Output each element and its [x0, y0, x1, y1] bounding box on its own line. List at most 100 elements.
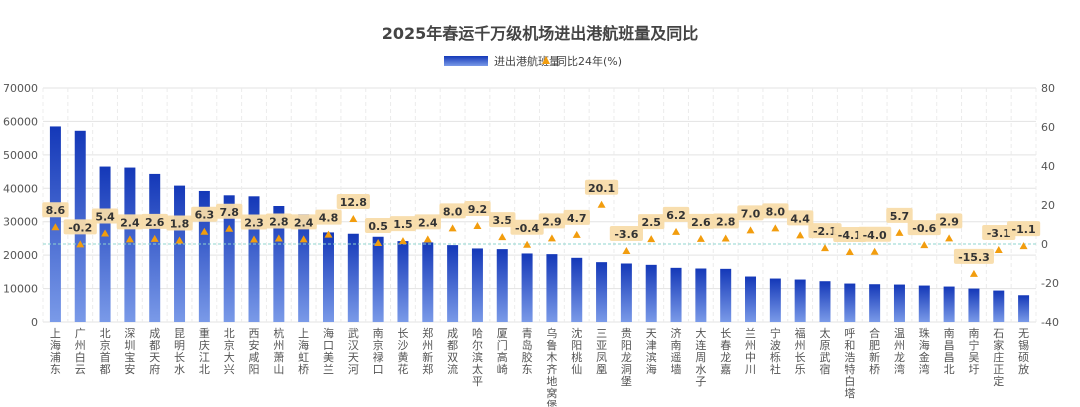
data-label: -0.6	[912, 222, 936, 235]
yoy-marker	[721, 234, 730, 242]
yoy-marker	[895, 228, 904, 236]
yoy-marker	[523, 240, 532, 248]
legend-bar-label: 进出港航班量	[494, 54, 560, 68]
left-axis-tick: 20000	[3, 249, 38, 262]
category-label: 珠海金湾	[919, 326, 930, 376]
yoy-marker	[274, 234, 283, 242]
data-label: 7.8	[219, 206, 239, 219]
category-label: 杭州萧山	[273, 326, 284, 376]
category-label: 济南遥墙	[671, 326, 682, 376]
yoy-marker	[498, 233, 507, 241]
data-label: 2.9	[542, 215, 562, 228]
data-label: -4.1	[838, 229, 862, 242]
bar	[372, 236, 384, 322]
yoy-marker	[51, 223, 60, 231]
data-label: -0.4	[515, 222, 539, 235]
right-axis-tick: 60	[1041, 121, 1055, 134]
data-label-bg	[786, 210, 814, 226]
bar	[720, 268, 732, 322]
category-label: 天津滨海	[646, 327, 657, 376]
left-axis: 0 10000 20000 30000 40000 50000 60000 70000	[3, 82, 38, 329]
right-axis-tick: 80	[1041, 82, 1055, 95]
data-label-bg	[336, 194, 370, 210]
category-label: 长沙黄花	[397, 327, 408, 376]
data-label: -1.1	[1012, 223, 1036, 236]
data-label: 5.4	[95, 210, 115, 223]
bar	[124, 167, 136, 322]
data-label-bg	[141, 213, 168, 229]
data-label-bg	[737, 205, 764, 221]
data-label-bg	[662, 206, 690, 222]
data-label: 3.5	[493, 214, 513, 227]
category-label: 上海浦东	[50, 327, 61, 376]
legend-marker-swatch	[542, 56, 550, 64]
data-label-bg	[166, 215, 193, 231]
yoy-marker	[994, 246, 1003, 254]
data-label-bg	[191, 206, 218, 222]
bar	[496, 249, 508, 322]
data-label-bg	[315, 209, 342, 225]
yoy-marker	[125, 235, 134, 243]
right-axis: -40 -20 0 20 40 60 80	[1041, 82, 1059, 329]
category-label: 重庆江北	[199, 326, 210, 376]
bar	[471, 248, 483, 322]
data-label: 2.4	[294, 216, 314, 229]
category-label: 青岛胶东	[522, 327, 533, 376]
category-label: 沈阳桃仙	[571, 326, 582, 376]
bar	[819, 281, 831, 322]
data-label-bg	[858, 226, 892, 242]
data-label-bg	[953, 248, 994, 264]
data-label-bg	[907, 220, 941, 236]
data-label-bg	[538, 213, 566, 229]
category-label: 乌鲁木齐地窝堡	[546, 326, 557, 407]
bar	[174, 185, 186, 322]
chart-title: 2025年春运千万级机场进出港航班量及同比	[382, 24, 699, 43]
data-label-bg	[265, 213, 293, 229]
data-label-bg	[762, 203, 789, 219]
data-label: 5.7	[890, 210, 910, 223]
data-label-bg	[935, 213, 963, 229]
legend-bar-swatch	[444, 56, 488, 66]
data-label: 4.8	[319, 212, 339, 225]
bar	[943, 286, 955, 322]
category-label: 西安咸阳	[249, 327, 260, 376]
bar	[596, 262, 608, 322]
yoy-marker	[374, 239, 383, 247]
bar	[347, 233, 359, 322]
category-label: 三亚凤凰	[596, 327, 607, 376]
category-label: 北京大兴	[224, 327, 235, 376]
data-label: -0.2	[68, 221, 92, 234]
category-label: 大连周水子	[695, 326, 706, 388]
data-label-bg	[886, 207, 913, 223]
yoy-marker	[870, 247, 879, 255]
yoy-marker	[796, 231, 805, 239]
category-label: 郑州新郑	[422, 326, 433, 376]
data-label: 0.5	[368, 220, 388, 233]
bar	[670, 267, 682, 322]
data-label: -15.3	[958, 251, 990, 264]
bar	[571, 257, 583, 322]
gridlines	[42, 87, 1037, 323]
data-label: -4.0	[863, 229, 887, 242]
data-label-bg	[489, 212, 516, 228]
category-label: 温州龙湾	[894, 327, 905, 376]
data-label: 2.8	[716, 216, 736, 229]
bar	[968, 288, 980, 322]
right-axis-tick: -20	[1041, 277, 1059, 290]
yoy-marker	[175, 236, 184, 244]
category-label: 呼和浩特白塔	[844, 327, 855, 400]
left-axis-tick: 50000	[3, 149, 38, 162]
data-label-bg	[240, 214, 268, 230]
data-label: -3.1	[987, 227, 1011, 240]
data-label-bg	[116, 214, 144, 230]
marker-series	[51, 200, 1028, 277]
yoy-marker	[225, 224, 234, 232]
data-label: 2.4	[418, 216, 438, 229]
left-axis-tick: 10000	[3, 283, 38, 296]
legend: 进出港航班量 同比24年(%)	[444, 54, 622, 68]
bar	[273, 206, 285, 322]
right-axis-tick: 0	[1041, 238, 1048, 251]
bar	[521, 253, 533, 322]
bar	[198, 190, 210, 322]
